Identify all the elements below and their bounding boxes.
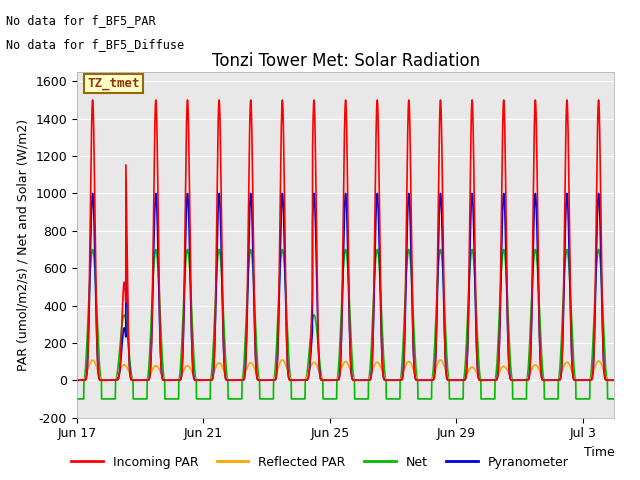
Pyranometer [457, 377, 465, 383]
Reflected PAR [611, 377, 618, 383]
Pyranometer [159, 376, 166, 382]
Reflected PAR [278, 357, 286, 363]
Net [457, 396, 465, 402]
Net [89, 247, 97, 252]
Incoming PAR [397, 377, 405, 383]
Net [397, 369, 405, 374]
Incoming PAR [611, 377, 618, 383]
Pyranometer [73, 377, 81, 383]
Line: Net: Net [77, 250, 614, 399]
Line: Reflected PAR: Reflected PAR [77, 360, 614, 380]
Reflected PAR [159, 374, 166, 380]
Incoming PAR [403, 164, 411, 170]
Incoming PAR [122, 162, 130, 168]
Y-axis label: PAR (umol/m2/s) / Net and Solar (W/m2): PAR (umol/m2/s) / Net and Solar (W/m2) [17, 119, 29, 371]
Line: Incoming PAR: Incoming PAR [77, 100, 614, 380]
Reflected PAR [185, 363, 193, 369]
Text: No data for f_BF5_PAR: No data for f_BF5_PAR [6, 14, 156, 27]
Incoming PAR [89, 97, 97, 103]
Incoming PAR [185, 148, 193, 154]
Text: No data for f_BF5_Diffuse: No data for f_BF5_Diffuse [6, 38, 184, 51]
X-axis label: Time: Time [584, 446, 614, 459]
Reflected PAR [397, 375, 405, 381]
Incoming PAR [457, 377, 465, 383]
Incoming PAR [159, 377, 166, 383]
Pyranometer [89, 191, 97, 196]
Net [159, 360, 166, 365]
Net [403, 258, 411, 264]
Line: Pyranometer: Pyranometer [77, 193, 614, 380]
Pyranometer [611, 377, 618, 383]
Net [185, 255, 193, 261]
Title: Tonzi Tower Met: Solar Radiation: Tonzi Tower Met: Solar Radiation [212, 52, 479, 71]
Net [73, 396, 81, 402]
Text: TZ_tmet: TZ_tmet [88, 77, 140, 90]
Net [611, 396, 618, 402]
Pyranometer [397, 377, 405, 383]
Pyranometer [122, 228, 130, 233]
Pyranometer [185, 219, 193, 225]
Net [122, 317, 130, 323]
Pyranometer [403, 228, 411, 234]
Reflected PAR [403, 360, 411, 366]
Incoming PAR [73, 377, 81, 383]
Reflected PAR [73, 377, 81, 383]
Legend: Incoming PAR, Reflected PAR, Net, Pyranometer: Incoming PAR, Reflected PAR, Net, Pyrano… [67, 451, 573, 474]
Reflected PAR [122, 363, 130, 369]
Reflected PAR [457, 377, 465, 383]
